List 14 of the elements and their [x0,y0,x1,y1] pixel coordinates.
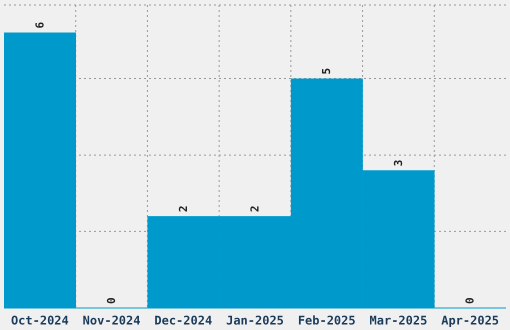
x-tick-label: Jan-2025 [226,314,284,328]
data-label: 5 [320,68,334,74]
data-label: 0 [464,297,477,304]
data-label: 6 [33,22,46,29]
x-tick-label: Dec-2024 [154,314,212,328]
data-label: 2 [176,206,190,212]
data-label: 2 [248,206,262,212]
x-tick-label: Oct-2024 [10,314,69,328]
x-tick-label: Nov-2024 [82,314,140,328]
x-tick-label: Feb-2025 [298,314,356,328]
x-tick-label: Apr-2025 [441,314,500,328]
x-tick-label: Mar-2025 [370,314,428,328]
data-label: 0 [105,297,118,304]
data-label: 3 [392,160,405,166]
